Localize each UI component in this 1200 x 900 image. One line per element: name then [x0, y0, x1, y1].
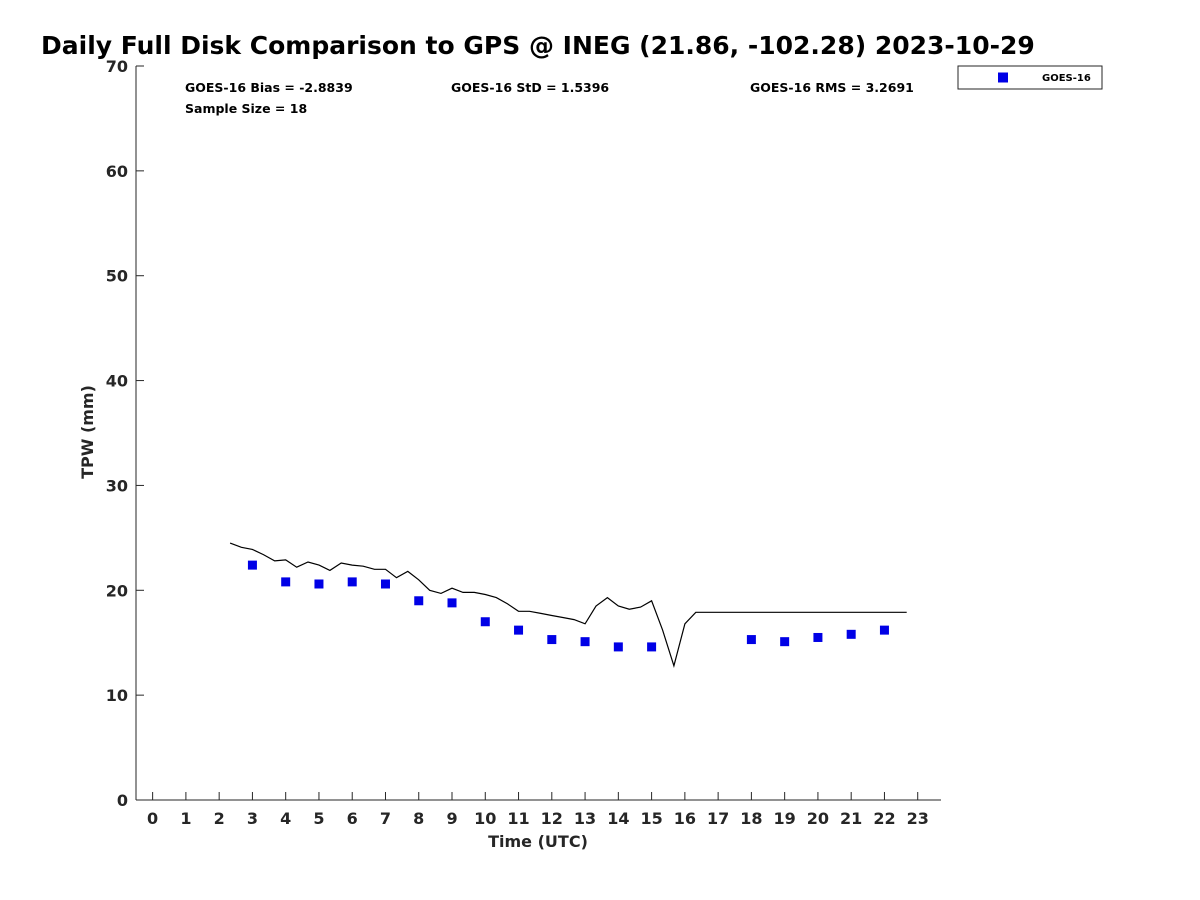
y-tick-label: 0 — [117, 791, 128, 810]
goes16-data-point — [480, 617, 490, 627]
y-tick-label: 40 — [106, 372, 128, 391]
x-tick-label: 18 — [740, 809, 762, 828]
legend: GOES-16 — [957, 65, 1103, 90]
y-tick-label: 10 — [106, 686, 128, 705]
stats-annotations: GOES-16 Bias = -2.8839 GOES-16 StD = 1.5… — [185, 80, 914, 116]
goes16-data-point — [281, 577, 291, 587]
goes16-data-point — [746, 635, 756, 645]
bias-stat: GOES-16 Bias = -2.8839 — [185, 80, 353, 95]
x-tick-label: 6 — [347, 809, 358, 828]
goes16-data-point — [813, 632, 823, 642]
x-tick-label: 7 — [380, 809, 391, 828]
y-tick-label: 30 — [106, 476, 128, 495]
std-stat: GOES-16 StD = 1.5396 — [451, 80, 609, 95]
x-tick-label: 21 — [840, 809, 862, 828]
goes16-data-point — [879, 625, 889, 635]
y-ticks: 0 10 20 30 40 50 60 70 — [106, 57, 144, 810]
legend-box — [957, 65, 1103, 90]
x-ticks: 0 1 2 3 4 5 6 7 8 9 10 11 12 13 14 15 16 17 18 19 20 21 22 23 — [147, 792, 929, 828]
goes16-data-point — [314, 579, 324, 589]
goes16-data-point — [647, 642, 657, 652]
x-tick-label: 9 — [446, 809, 457, 828]
goes16-data-point — [380, 579, 390, 589]
y-tick-label: 70 — [106, 57, 128, 76]
gps-line-series — [229, 542, 907, 668]
goes16-data-point — [447, 598, 457, 608]
x-tick-label: 4 — [280, 809, 291, 828]
y-tick-label: 50 — [106, 267, 128, 286]
x-tick-label: 22 — [873, 809, 895, 828]
y-tick-label: 20 — [106, 581, 128, 600]
series-layer — [229, 542, 907, 668]
x-tick-label: 11 — [507, 809, 529, 828]
legend-label-goes16: GOES-16 — [1042, 73, 1091, 84]
x-tick-label: 10 — [474, 809, 496, 828]
sample-size-stat: Sample Size = 18 — [185, 101, 307, 116]
y-tick-label: 60 — [106, 162, 128, 181]
x-tick-label: 12 — [541, 809, 563, 828]
goes16-data-point — [547, 635, 557, 645]
rms-stat: GOES-16 RMS = 3.2691 — [750, 80, 914, 95]
x-tick-label: 3 — [247, 809, 258, 828]
x-tick-label: 5 — [313, 809, 324, 828]
x-tick-label: 15 — [640, 809, 662, 828]
y-axis-label: TPW (mm) — [78, 385, 97, 479]
x-tick-label: 8 — [413, 809, 424, 828]
x-tick-label: 23 — [907, 809, 929, 828]
goes16-data-point — [613, 642, 623, 652]
x-tick-label: 1 — [180, 809, 191, 828]
goes16-data-point — [347, 577, 357, 587]
x-tick-label: 0 — [147, 809, 158, 828]
goes16-data-point — [846, 629, 856, 639]
goes16-data-point — [414, 596, 424, 606]
x-tick-label: 20 — [807, 809, 829, 828]
x-tick-label: 16 — [674, 809, 696, 828]
x-tick-label: 13 — [574, 809, 596, 828]
goes16-data-point — [514, 625, 524, 635]
x-axis-label: Time (UTC) — [488, 832, 588, 851]
goes16-data-point — [780, 637, 790, 647]
goes16-data-point — [247, 560, 257, 570]
x-tick-label: 19 — [774, 809, 796, 828]
x-tick-label: 14 — [607, 809, 629, 828]
chart-title: Daily Full Disk Comparison to GPS @ INEG… — [41, 31, 1035, 60]
x-tick-label: 2 — [214, 809, 225, 828]
legend-marker-goes16 — [998, 72, 1008, 83]
goes16-data-point — [580, 637, 590, 647]
plot-axes — [135, 66, 941, 801]
x-tick-label: 17 — [707, 809, 729, 828]
